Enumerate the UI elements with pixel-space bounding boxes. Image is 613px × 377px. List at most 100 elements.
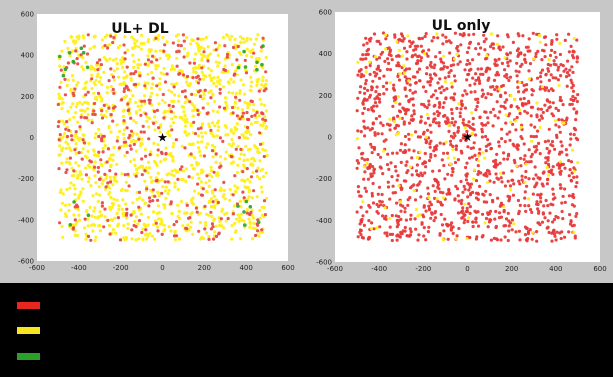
scatter-point [109,163,113,167]
scatter-point [59,80,63,84]
scatter-point [137,205,141,209]
scatter-point [531,231,535,235]
scatter-point [367,203,371,208]
scatter-point [445,192,449,196]
scatter-point [197,176,201,180]
x-tick-label: 0 [465,265,469,273]
scatter-point [253,113,257,117]
scatter-point [575,99,579,104]
scatter-point [403,229,407,233]
scatter-point [539,196,543,200]
scatter-point [467,68,472,72]
scatter-point [142,222,146,226]
scatter-point [428,123,432,127]
scatter-point [146,72,150,76]
scatter-point [557,83,561,87]
scatter-point [369,142,373,146]
scatter-point [447,74,451,79]
scatter-point [245,47,249,51]
scatter-point [458,32,462,37]
scatter-point [194,71,198,75]
scatter-point [554,63,558,67]
scatter-point [77,151,81,155]
scatter-point [60,149,64,153]
scatter-point [503,74,507,78]
scatter-point [123,82,127,86]
scatter-point [62,65,66,69]
scatter-point [160,178,164,182]
scatter-point [571,89,576,93]
scatter-point [575,110,579,114]
scatter-point [376,192,380,196]
scatter-point [516,198,520,203]
scatter-point [572,166,576,170]
scatter-point [551,144,555,148]
scatter-point [231,91,235,95]
scatter-point [570,86,574,90]
scatter-point [571,98,575,103]
scatter-point [264,55,268,60]
scatter-point [527,101,531,105]
scatter-point [238,89,242,93]
scatter-point [434,73,438,77]
scatter-point [463,106,468,110]
scatter-point [525,184,529,188]
scatter-point [264,171,268,175]
scatter-point [185,117,189,121]
scatter-point [217,231,221,235]
scatter-point [568,102,572,107]
scatter-point [183,120,188,124]
scatter-point [182,47,187,51]
scatter-point [248,221,252,225]
scatter-point [245,211,249,215]
scatter-point [216,128,220,133]
scatter-point [170,90,174,94]
scatter-point [555,33,559,37]
scatter-point [403,68,407,73]
scatter-point [371,201,376,205]
scatter-point [61,73,66,78]
scatter-point [489,238,493,242]
scatter-point [424,89,428,94]
scatter-point [507,199,511,203]
scatter-point [509,104,513,108]
scatter-point [553,50,557,55]
scatter-point [359,205,363,209]
scatter-point [246,117,250,121]
scatter-point [220,207,224,211]
scatter-point [433,154,437,158]
scatter-point [387,53,391,57]
scatter-point [211,155,215,159]
scatter-point [499,171,503,175]
scatter-point [520,137,524,141]
scatter-point [92,45,96,49]
scatter-point [454,184,458,188]
scatter-point [518,238,522,242]
scatter-point [368,72,372,76]
scatter-point [538,177,542,181]
scatter-point [470,155,474,159]
scatter-point [557,65,561,69]
scatter-point [377,56,382,60]
scatter-point [519,156,523,160]
scatter-point [438,50,442,55]
scatter-point [131,201,135,205]
scatter-point [63,93,67,97]
scatter-point [100,109,104,113]
scatter-point [145,187,149,191]
scatter-point [568,213,572,217]
scatter-point [424,135,428,139]
scatter-point [460,216,464,220]
scatter-point [573,96,577,100]
center-star-marker: ★ [157,131,168,145]
scatter-point [477,42,481,46]
scatter-point [265,124,269,129]
scatter-point [409,230,413,234]
scatter-point [524,175,528,179]
scatter-point [501,45,505,49]
scatter-point [74,46,78,51]
scatter-point [231,193,235,197]
scatter-point [461,118,465,122]
scatter-point [162,158,166,162]
scatter-point [422,234,426,238]
